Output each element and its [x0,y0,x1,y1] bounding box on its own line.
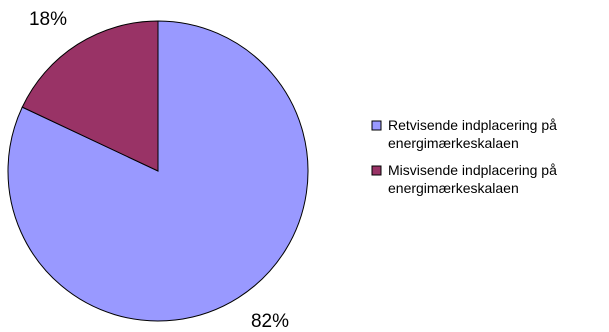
pie-labels: 82% 18% [29,9,289,332]
legend-label-1-line-2: energimærkeskalaen [388,135,519,151]
slice-label-2: 18% [29,9,67,30]
legend-entry-1: Retvisende indplacering på energimærkeska… [371,117,557,151]
legend-entry-2: Misvisende indplacering på energimærkeska… [371,162,557,196]
legend-label-2-line-2: energimærkeskalaen [388,180,519,196]
pie-slice-2 [21,20,159,172]
legend-swatch-1 [371,120,382,131]
slice-label-1: 82% [251,311,289,332]
legend-label-2-line-1: Misvisende indplacering på [388,162,557,178]
pie-slices [7,20,309,322]
legend: Retvisende indplacering på energimærkeska… [371,117,557,196]
legend-swatch-2 [371,165,382,176]
legend-label-1-line-1: Retvisende indplacering på [388,117,557,133]
